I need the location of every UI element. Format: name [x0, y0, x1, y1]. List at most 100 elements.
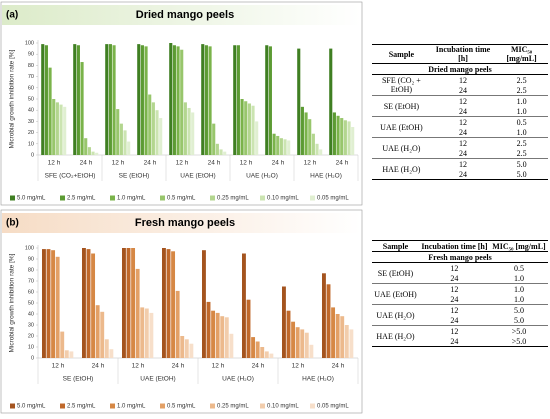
- table-row: SE (EtOH) 12 0.5: [372, 263, 548, 278]
- value-cell: 0.5: [516, 117, 527, 127]
- legend-swatch: [60, 195, 65, 201]
- bar: [329, 48, 333, 155]
- x-tick-label: 12 h: [240, 160, 253, 167]
- bar: [282, 286, 286, 358]
- bar: [151, 102, 155, 155]
- bar: [236, 45, 240, 155]
- x-tick-label: 24 h: [336, 160, 349, 167]
- subheader-row: Fresh mango peels: [372, 251, 548, 263]
- subheader-row: Dried mango peels: [372, 63, 548, 75]
- legend-swatch: [210, 403, 215, 409]
- bar: [169, 43, 173, 155]
- y-tick-label: 60: [28, 289, 34, 295]
- bar: [291, 321, 296, 358]
- header-cell: MIC₅₀ [mg/mL]: [489, 240, 548, 252]
- value-cell: 24: [458, 106, 467, 116]
- legend-swatch: [60, 403, 65, 409]
- x-tick-label: 24 h: [80, 160, 93, 167]
- bar: [140, 45, 144, 155]
- bar: [265, 45, 269, 155]
- bar: [347, 121, 351, 155]
- value-cell: 5.0: [516, 159, 527, 169]
- bar: [105, 44, 109, 156]
- bar: [255, 121, 259, 155]
- header-cell: MIC₅₀ [mg/mL]: [495, 44, 548, 64]
- bar: [159, 118, 163, 155]
- header-cell: Sample: [372, 44, 431, 64]
- x-tick-label: 24 h: [144, 160, 157, 167]
- bar: [60, 331, 65, 358]
- legend-label: 0.5 mg/mL: [167, 196, 196, 202]
- y-tick-label: 60: [28, 85, 34, 91]
- legend-swatch: [260, 403, 265, 409]
- x-tick-label: 24 h: [208, 160, 221, 167]
- bar: [349, 329, 354, 358]
- bar: [304, 112, 308, 155]
- bar: [100, 311, 105, 358]
- bar: [87, 147, 91, 155]
- bar: [211, 310, 216, 358]
- bar: [340, 316, 345, 358]
- table-row: 24 2.5: [372, 148, 548, 159]
- bar: [240, 99, 244, 155]
- bar: [69, 351, 74, 358]
- value-cell: >5.0: [511, 326, 527, 336]
- bar: [326, 284, 331, 358]
- value-cell: 0.5: [513, 263, 524, 273]
- bar: [322, 273, 326, 358]
- panel-frame: [0, 209, 363, 414]
- bar: [242, 253, 246, 358]
- bar: [219, 149, 223, 155]
- bar: [260, 347, 265, 358]
- bar: [340, 118, 344, 155]
- legend-label: 0.25 mg/mL: [217, 404, 249, 410]
- bar: [311, 133, 315, 155]
- header-row: Sample Incubation time [h] MIC₅₀ [mg/mL]: [372, 44, 548, 64]
- bar: [46, 249, 51, 358]
- bar: [244, 101, 248, 155]
- table-row: HAE (H₂O) 12 >5.0: [372, 325, 548, 347]
- table-row: UAE (EtOH) 12 1.0: [372, 284, 548, 299]
- bar: [246, 299, 251, 358]
- table-row: HAE (H₂O) 12 5.0: [372, 158, 548, 180]
- bar: [95, 305, 100, 358]
- bar: [137, 44, 141, 156]
- value-cell: 5.0: [513, 305, 524, 315]
- bar: [183, 102, 187, 155]
- bar: [204, 45, 208, 155]
- y-tick-label: 90: [28, 256, 34, 262]
- bar: [215, 143, 219, 155]
- bar: [126, 248, 131, 358]
- y-tick-label: 0: [31, 355, 34, 361]
- x-tick-label: 12 h: [132, 363, 145, 370]
- bar: [149, 312, 154, 358]
- y-tick-label: 40: [28, 108, 34, 114]
- bar: [109, 349, 114, 358]
- y-tick-label: 0: [31, 152, 34, 158]
- bar: [343, 120, 347, 155]
- y-tick-label: 30: [28, 119, 34, 125]
- bar: [255, 341, 260, 358]
- y-tick-label: 50: [28, 300, 34, 306]
- y-axis-label: Microbial growth inhibition rate [%]: [9, 49, 16, 148]
- group-label: HAE (H₂O): [310, 173, 342, 180]
- bar: [180, 49, 184, 155]
- subheader-cell: Fresh mango peels: [372, 251, 548, 263]
- bar: [73, 44, 77, 156]
- table-row: 24 1.0: [372, 273, 548, 284]
- bar: [86, 249, 91, 358]
- bar: [42, 249, 46, 358]
- bar: [191, 112, 195, 155]
- value-cell: 12: [450, 305, 459, 315]
- bar: [206, 301, 211, 358]
- legend-label: 0.25 mg/mL: [217, 196, 249, 202]
- bar: [82, 248, 86, 358]
- bar: [315, 143, 319, 155]
- bar: [187, 107, 191, 155]
- table-row: 24 1.0: [372, 127, 548, 138]
- bar: [309, 344, 314, 358]
- bar: [148, 94, 152, 155]
- bar: [172, 45, 176, 155]
- value-cell: 24: [450, 273, 459, 283]
- bar: [351, 127, 355, 155]
